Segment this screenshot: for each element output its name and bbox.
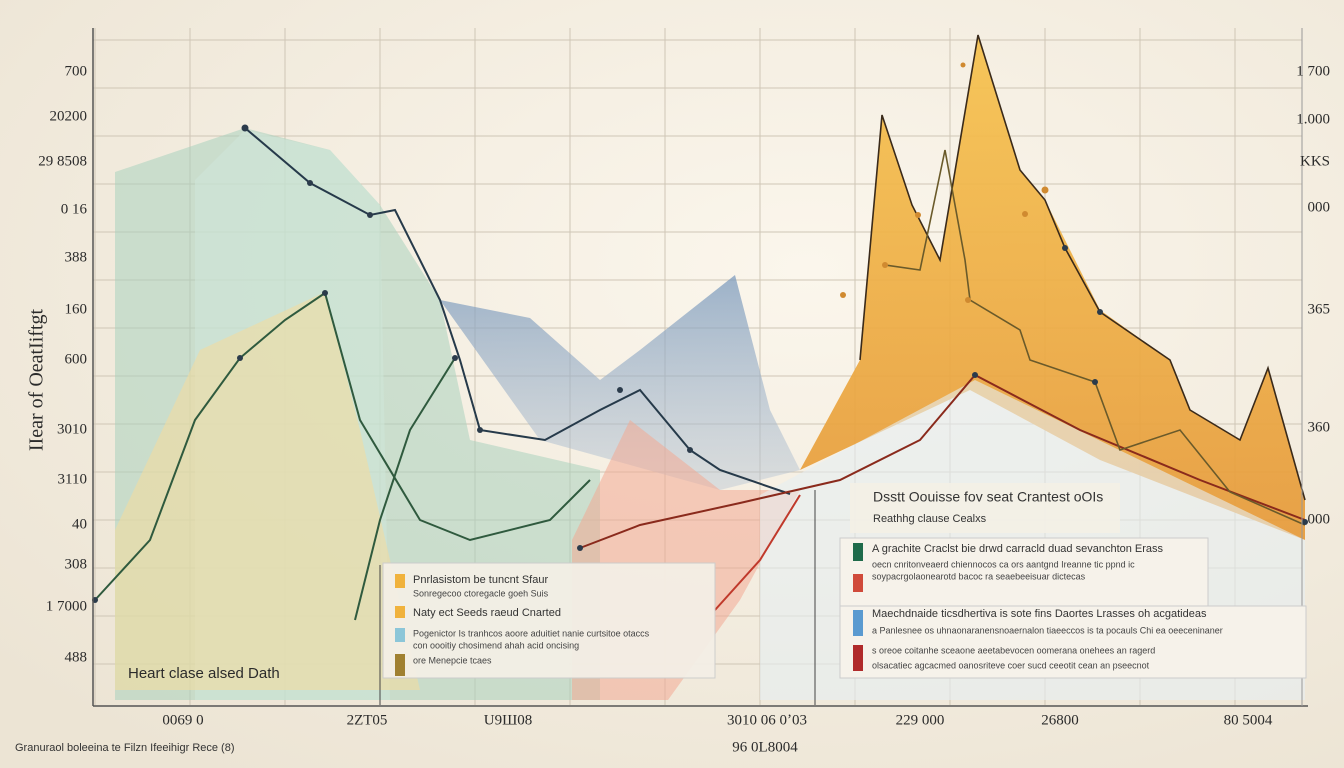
legend-text: Pnrlasistom be tuncnt Sfaur — [413, 574, 548, 586]
legend-swatch — [853, 645, 863, 671]
legend-text: soypacrgolaonearotd bacoc ra seaebeeisua… — [872, 571, 1086, 581]
x-tick-label: 80 5004 — [1224, 712, 1273, 728]
y-tick-label: 700 — [65, 63, 88, 79]
y-tick-label: 1 7000 — [46, 598, 87, 614]
x-tick-label: 3010 06 0ʼ03 — [727, 712, 807, 728]
x-tick-label: 229 000 — [896, 712, 945, 728]
orange-area — [800, 35, 1305, 540]
y-tick-label: 160 — [65, 301, 88, 317]
green-line-2 — [354, 357, 456, 621]
legend-text: oecn cnritonveaerd chiennocos ca ors aan… — [872, 559, 1135, 569]
points-orange — [840, 62, 1049, 303]
y-tick-label: 600 — [65, 351, 88, 367]
note-subtitle: Reathhg clause Cealxs — [873, 513, 987, 525]
legend-text: con oooitiy chosimend ahah acid oncising — [413, 640, 579, 650]
legend-text: olsacatiec agcacmed oanosriteve coer suc… — [872, 660, 1150, 670]
y-tick-label: 3010 — [57, 421, 87, 437]
blue-area — [440, 275, 800, 490]
y2-tick-label: 1.000 — [1296, 111, 1330, 127]
legend-text: Maechdnaide ticsdhertiva is sote fins Da… — [872, 608, 1207, 620]
legend-swatch — [853, 543, 863, 561]
y2-tick-label: 1 700 — [1296, 63, 1330, 79]
x-tick-label: 0069 0 — [162, 712, 203, 728]
y-tick-label: 40 — [72, 516, 87, 532]
legend-text: Pogenictor Is tranhcos aoore aduitiet na… — [413, 628, 650, 638]
y-axis-title: IIear of OeatIiftgt — [26, 308, 48, 451]
y2-tick-label: KKS — [1300, 153, 1330, 169]
legend-swatch — [853, 574, 863, 592]
y-tick-label: 0 16 — [61, 201, 88, 217]
legend-text: ore Menepcie tcaes — [413, 655, 492, 665]
y-tick-label: 29 8508 — [38, 153, 87, 169]
footnote: Granuraol boleeina te Filzn Ifeeihigr Re… — [15, 742, 235, 754]
note-title: Dsstt Oouisse fov seat Crantest oOIs — [873, 489, 1103, 505]
y2-tick-label: 365 — [1308, 301, 1331, 317]
legend-text: a Panlesnee os uhnaonaranensnoaernalon t… — [872, 625, 1223, 635]
legend-swatch — [395, 654, 405, 676]
y-tick-label: 20200 — [50, 108, 88, 124]
y-tick-label: 3110 — [58, 471, 87, 487]
points — [92, 124, 1308, 603]
x-tick-label: U9Ш08 — [484, 712, 532, 728]
y2-tick-label: 000 — [1308, 511, 1331, 527]
note-box — [850, 483, 1120, 533]
brown-line — [884, 149, 1306, 526]
legend-text: Naty ect Seeds raeud Cnarted — [413, 607, 561, 619]
x-tick-label: 26800 — [1041, 712, 1079, 728]
x-sub-label: 96 0L8004 — [732, 739, 798, 755]
red-line — [579, 373, 1306, 549]
inset-title: Heart clase alsed Dath — [128, 665, 280, 682]
y-tick-label: 388 — [65, 249, 88, 265]
legend-text: Sonregecoo ctoregacle goeh Suis — [413, 588, 549, 598]
y2-tick-label: 360 — [1308, 419, 1331, 435]
legend-text: s oreoe coitanhe sceaone aeetabevocen oo… — [872, 645, 1155, 655]
legend-swatch — [395, 628, 405, 642]
legend-swatch — [395, 606, 405, 618]
legend-text: A grachite Craclst bie drwd carracld dua… — [872, 543, 1164, 555]
legend-swatch — [853, 610, 863, 636]
legend-swatch — [395, 574, 405, 588]
y-tick-label: 488 — [65, 649, 88, 665]
red-line-2 — [714, 494, 801, 611]
legend-box — [839, 537, 1209, 609]
y2-tick-label: 000 — [1308, 199, 1331, 215]
y-tick-label: 308 — [65, 556, 88, 572]
x-tick-label: 2ZT05 — [347, 712, 388, 728]
legend-box — [839, 605, 1307, 679]
legend-box — [382, 562, 716, 679]
yellow-area — [115, 292, 420, 690]
